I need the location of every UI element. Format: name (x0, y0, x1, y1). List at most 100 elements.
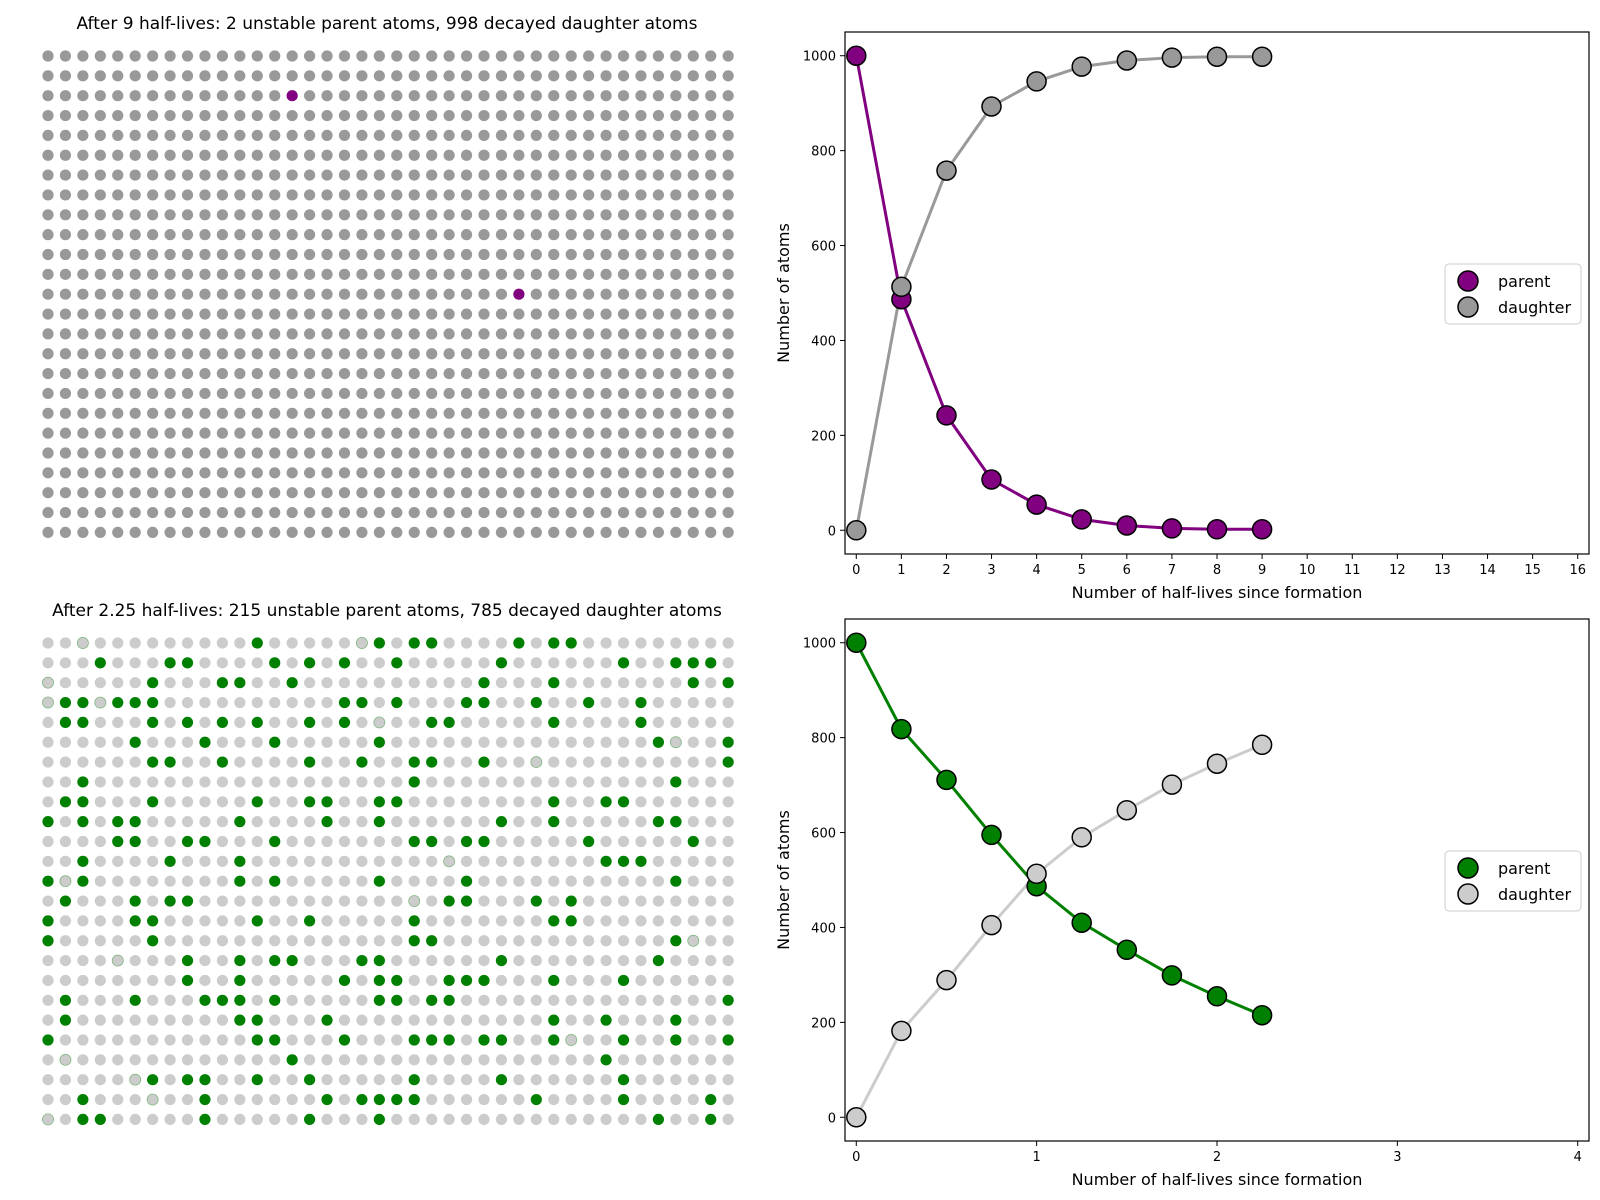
daughter-atom (565, 1034, 578, 1046)
daughter-atom (495, 696, 508, 709)
daughter-atom (321, 756, 333, 768)
daughter-atom (338, 288, 351, 300)
parent-atom (164, 756, 176, 768)
daughter-atom (269, 756, 281, 768)
daughter-atom (583, 677, 595, 689)
daughter-atom (373, 506, 385, 519)
daughter-atom (147, 657, 159, 669)
parent-atom (234, 855, 246, 867)
daughter-atom (478, 109, 490, 122)
parent-atom (304, 1113, 316, 1125)
daughter-atom (670, 487, 682, 499)
daughter-atom (321, 407, 333, 419)
daughter-atom (600, 835, 612, 848)
daughter-atom (251, 447, 263, 459)
daughter-atom (286, 70, 298, 82)
daughter-atom (565, 467, 577, 479)
daughter-atom (77, 1014, 89, 1026)
daughter-atom (391, 308, 403, 320)
daughter-atom (251, 189, 263, 201)
parent-atom (600, 855, 612, 867)
daughter-atom (373, 308, 385, 320)
daughter-atom (77, 447, 89, 459)
x-tick-label: 4 (1032, 563, 1040, 578)
daughter-atom (687, 308, 699, 320)
daughter-atom (338, 1093, 351, 1106)
daughter-atom (94, 677, 106, 689)
daughter-atom (251, 1054, 263, 1066)
parent-atom (112, 835, 124, 848)
daughter-atom (216, 657, 228, 669)
daughter-atom (234, 487, 246, 499)
daughter-atom (94, 467, 106, 479)
daughter-atom (408, 796, 420, 808)
daughter-atom (617, 189, 630, 201)
daughter-atom (687, 288, 699, 300)
daughter-atom (147, 248, 159, 261)
daughter-atom (129, 407, 141, 419)
daughter-atom (286, 506, 298, 519)
parent-atom (164, 895, 176, 907)
daughter-atom (670, 387, 682, 400)
daughter-atom (460, 756, 473, 768)
daughter-atom (391, 447, 403, 459)
legend-top-parent-label: parent (1498, 272, 1550, 291)
daughter-atom (565, 756, 577, 768)
daughter-atom (513, 1113, 525, 1125)
daughter-atom (687, 1074, 699, 1086)
daughter-atom (147, 129, 159, 141)
parent-atom (670, 1014, 682, 1026)
daughter-atom (565, 70, 577, 82)
parent-atom (478, 974, 490, 987)
parent-atom (530, 1093, 542, 1106)
daughter-atom (304, 109, 316, 122)
daughter-atom (391, 348, 403, 360)
daughter-atom (530, 308, 542, 320)
daughter-atom (635, 427, 647, 439)
daughter-atom (408, 387, 420, 400)
daughter-atom (338, 1054, 351, 1066)
daughter-atom (304, 955, 316, 967)
daughter-atom (94, 1034, 106, 1046)
daughter-atom (112, 248, 124, 261)
daughter-atom (129, 467, 141, 479)
daughter-atom (286, 915, 298, 927)
parent-atom (495, 816, 508, 828)
daughter-atom (635, 637, 647, 649)
daughter-atom (426, 816, 438, 828)
daughter-atom (635, 70, 647, 82)
daughter-atom (286, 855, 298, 867)
daughter-atom (286, 716, 298, 729)
daughter-atom (652, 149, 665, 161)
daughter-atom (216, 90, 228, 102)
daughter-atom (216, 149, 228, 161)
daughter-atom (234, 308, 246, 320)
daughter-atom (530, 328, 542, 340)
daughter-atom (530, 526, 542, 539)
parent-atom (443, 974, 455, 987)
daughter-atom (617, 1054, 630, 1066)
x-tick-label: 7 (1168, 563, 1176, 578)
daughter-atom (164, 915, 176, 927)
daughter-atom (513, 955, 525, 967)
parent-atom (565, 915, 577, 927)
daughter-atom (635, 1074, 647, 1086)
daughter-atom (129, 506, 141, 519)
daughter-atom (635, 736, 647, 748)
daughter-atom (373, 487, 385, 499)
daughter-atom (42, 348, 54, 360)
daughter-atom (530, 467, 542, 479)
daughter-atom (147, 1054, 159, 1066)
parent-atom (304, 796, 316, 808)
daughter-atom (530, 70, 542, 82)
daughter-atom (94, 835, 106, 848)
daughter-atom (687, 109, 699, 122)
daughter-atom (478, 736, 490, 748)
daughter-atom (269, 526, 281, 539)
daughter-atom (147, 526, 159, 539)
daughter-atom (42, 756, 54, 768)
parent-atom (426, 935, 438, 947)
parent-atom (304, 1074, 316, 1086)
daughter-atom (495, 427, 508, 439)
daughter-atom (617, 487, 630, 499)
